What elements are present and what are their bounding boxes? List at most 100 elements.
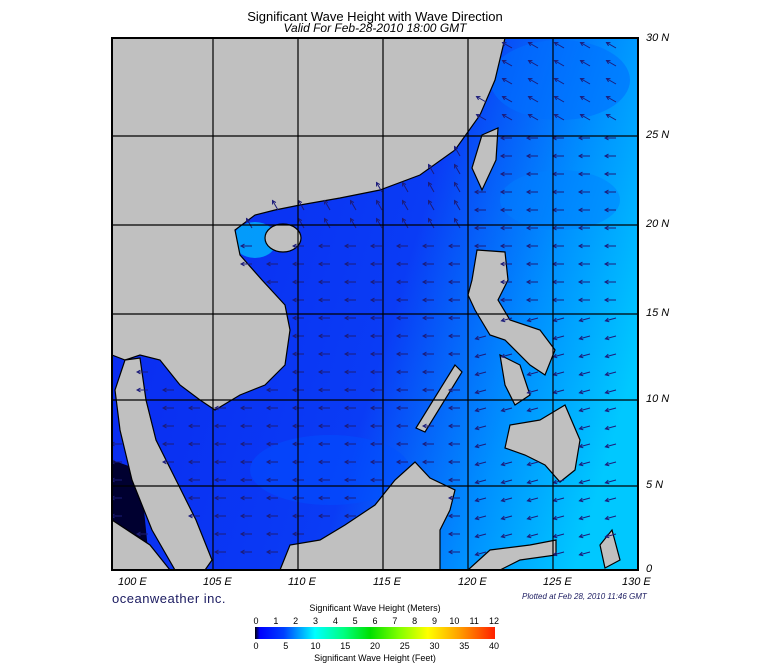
wave-arrow xyxy=(427,199,435,211)
wave-arrow xyxy=(453,199,461,211)
wave-arrow xyxy=(401,199,409,211)
wave-arrow xyxy=(499,261,512,267)
wave-arrow xyxy=(527,113,539,121)
wave-arrow xyxy=(427,163,435,175)
wave-arrow xyxy=(604,407,617,413)
wave-arrow xyxy=(500,515,513,521)
legend-meters-title: Significant Wave Height (Meters) xyxy=(309,603,441,613)
wave-arrow xyxy=(605,59,617,67)
wave-arrow xyxy=(578,461,591,467)
wave-arrow xyxy=(526,407,539,413)
wave-arrow xyxy=(500,317,513,323)
lat-label: 25 N xyxy=(646,129,670,141)
wave-arrow xyxy=(603,225,616,231)
wave-arrow xyxy=(605,95,617,103)
wave-arrow xyxy=(499,225,512,231)
wave-arrow xyxy=(577,243,590,249)
wave-arrow xyxy=(317,297,330,303)
brand-logo: oceanweather inc. xyxy=(112,591,227,606)
legend-tick: 5 xyxy=(283,641,289,651)
wave-arrow xyxy=(343,405,356,411)
map-title: Significant Wave Height with Wave Direct… xyxy=(247,9,503,24)
wave-arrow xyxy=(604,479,617,485)
wave-arrow xyxy=(161,387,174,393)
wave-arrow xyxy=(447,351,460,357)
wave-arrow xyxy=(265,441,278,447)
wave-arrow xyxy=(265,405,278,411)
wave-arrow xyxy=(187,495,200,501)
wave-arrow xyxy=(447,513,460,519)
wave-arrow xyxy=(343,243,356,249)
wave-arrow xyxy=(343,261,356,267)
wave-arrow xyxy=(213,549,226,555)
wave-arrow xyxy=(265,423,278,429)
legend-tick: 15 xyxy=(340,641,351,651)
wave-arrow xyxy=(317,369,330,375)
wave-arrow xyxy=(553,95,565,103)
wave-arrow xyxy=(369,369,382,375)
lat-label: 5 N xyxy=(646,479,664,491)
wave-arrow xyxy=(553,41,565,49)
wave-arrow xyxy=(577,207,590,213)
legend-tick: 40 xyxy=(488,641,500,651)
wave-arrow xyxy=(343,387,356,393)
wave-arrow xyxy=(525,297,538,303)
wave-arrow xyxy=(317,333,330,339)
wave-arrow xyxy=(578,317,591,323)
legend-tick: 30 xyxy=(429,641,440,651)
wave-arrow xyxy=(603,297,616,303)
wave-arrow xyxy=(349,217,357,229)
wave-arrow xyxy=(161,405,174,411)
wave-arrow xyxy=(375,217,383,229)
wave-arrow xyxy=(323,199,331,211)
wave-arrow xyxy=(447,333,460,339)
wave-arrow xyxy=(604,515,617,521)
wave-arrow xyxy=(447,423,460,429)
wave-arrow xyxy=(526,479,539,485)
wave-arrow xyxy=(395,261,408,267)
malay-peninsula xyxy=(114,357,213,570)
wave-arrow xyxy=(453,163,461,175)
legend-feet-title: Significant Wave Height (Feet) xyxy=(314,653,436,663)
wave-arrow xyxy=(578,551,591,557)
wave-arrow xyxy=(473,243,486,249)
wave-arrow xyxy=(447,459,460,465)
wave-arrow xyxy=(527,77,539,85)
wave-patch xyxy=(490,40,630,120)
legend-tick: 20 xyxy=(369,641,381,651)
wave-arrow xyxy=(395,297,408,303)
wave-arrow xyxy=(604,353,617,359)
wave-arrow xyxy=(475,95,487,103)
wave-arrow xyxy=(265,387,278,393)
wave-arrow xyxy=(245,217,253,229)
wave-arrow xyxy=(317,405,330,411)
wave-arrow xyxy=(271,199,279,211)
wave-arrow xyxy=(239,513,252,519)
wave-arrow xyxy=(447,495,460,501)
wave-arrow xyxy=(187,423,200,429)
wave-arrow xyxy=(474,443,487,449)
wave-arrow xyxy=(421,279,434,285)
wave-arrow xyxy=(501,113,513,121)
wave-arrow xyxy=(375,181,383,193)
wave-arrow xyxy=(578,515,591,521)
wave-arrow xyxy=(474,407,487,413)
wave-arrow xyxy=(605,113,617,121)
wave-arrow xyxy=(473,189,486,195)
wave-arrow xyxy=(395,459,408,465)
wave-arrow xyxy=(421,243,434,249)
wave-arrow xyxy=(395,441,408,447)
wave-arrow xyxy=(395,333,408,339)
wave-arrow xyxy=(500,461,513,467)
wave-arrow xyxy=(447,531,460,537)
wave-arrow xyxy=(578,407,591,413)
legend-tick: 11 xyxy=(469,616,479,626)
wave-arrow xyxy=(343,315,356,321)
wave-arrow xyxy=(526,371,539,377)
wave-arrow xyxy=(474,479,487,485)
wave-arrow xyxy=(317,441,330,447)
lon-label: 125 E xyxy=(543,576,572,588)
wave-arrow xyxy=(474,353,487,359)
wave-arrow xyxy=(474,497,487,503)
map-subtitle: Valid For Feb-28-2010 18:00 GMT xyxy=(283,21,467,35)
